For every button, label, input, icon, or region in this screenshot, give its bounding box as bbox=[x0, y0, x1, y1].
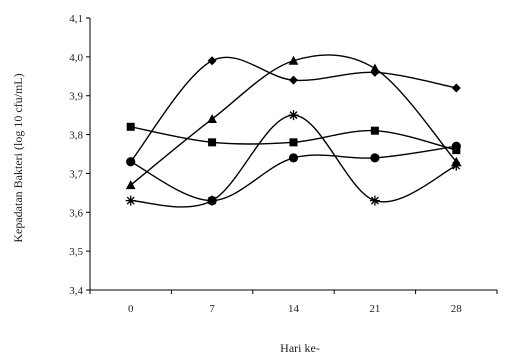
y-tick-label: 4,1 bbox=[69, 13, 83, 25]
data-point-asterisk bbox=[125, 195, 136, 206]
data-point-circle bbox=[288, 153, 299, 163]
data-point-square bbox=[208, 138, 217, 147]
axes bbox=[86, 17, 498, 294]
tick-labels: 3,4 3,5 3,6 3,7 3,8 3,9 4,0 4,1 0 7 14 21 28 bbox=[69, 13, 462, 315]
data-point-triangle bbox=[207, 114, 217, 124]
data-point-circle bbox=[207, 196, 217, 206]
x-tick-label: 28 bbox=[451, 303, 463, 315]
data-point-asterisk bbox=[288, 110, 299, 121]
y-tick-label: 3,8 bbox=[69, 130, 83, 142]
x-tick-label: 7 bbox=[209, 303, 215, 315]
x-tick-label: 21 bbox=[369, 303, 380, 315]
data-point-triangle bbox=[125, 180, 136, 190]
y-tick-label: 3,9 bbox=[69, 91, 83, 103]
data-point-square bbox=[289, 138, 298, 147]
x-tick-label: 14 bbox=[288, 303, 300, 315]
y-tick-label: 3,6 bbox=[69, 207, 83, 219]
y-axis-label: Kepadatan Bakteri (log 10 cfu/mL) bbox=[11, 73, 25, 242]
data-point-circle bbox=[370, 153, 380, 163]
data-point-circle bbox=[451, 141, 461, 151]
data-point-circle bbox=[126, 157, 136, 167]
data-point-square bbox=[370, 126, 379, 135]
data-point-square bbox=[126, 122, 135, 131]
series-markers bbox=[125, 55, 462, 206]
data-point-diamond bbox=[451, 83, 461, 93]
data-point-diamond bbox=[207, 56, 217, 66]
data-point-triangle bbox=[288, 55, 299, 65]
data-point-triangle bbox=[370, 63, 380, 73]
y-tick-label: 3,5 bbox=[69, 246, 83, 258]
y-tick-label: 3,7 bbox=[69, 168, 83, 180]
y-tick-label: 4,0 bbox=[69, 52, 83, 64]
data-point-diamond bbox=[289, 75, 298, 85]
y-tick-label: 3,4 bbox=[69, 285, 83, 297]
x-axis-label: Hari ke- bbox=[280, 341, 320, 355]
x-tick-label: 0 bbox=[128, 303, 134, 315]
data-point-asterisk bbox=[451, 160, 462, 171]
data-point-asterisk bbox=[369, 195, 380, 206]
